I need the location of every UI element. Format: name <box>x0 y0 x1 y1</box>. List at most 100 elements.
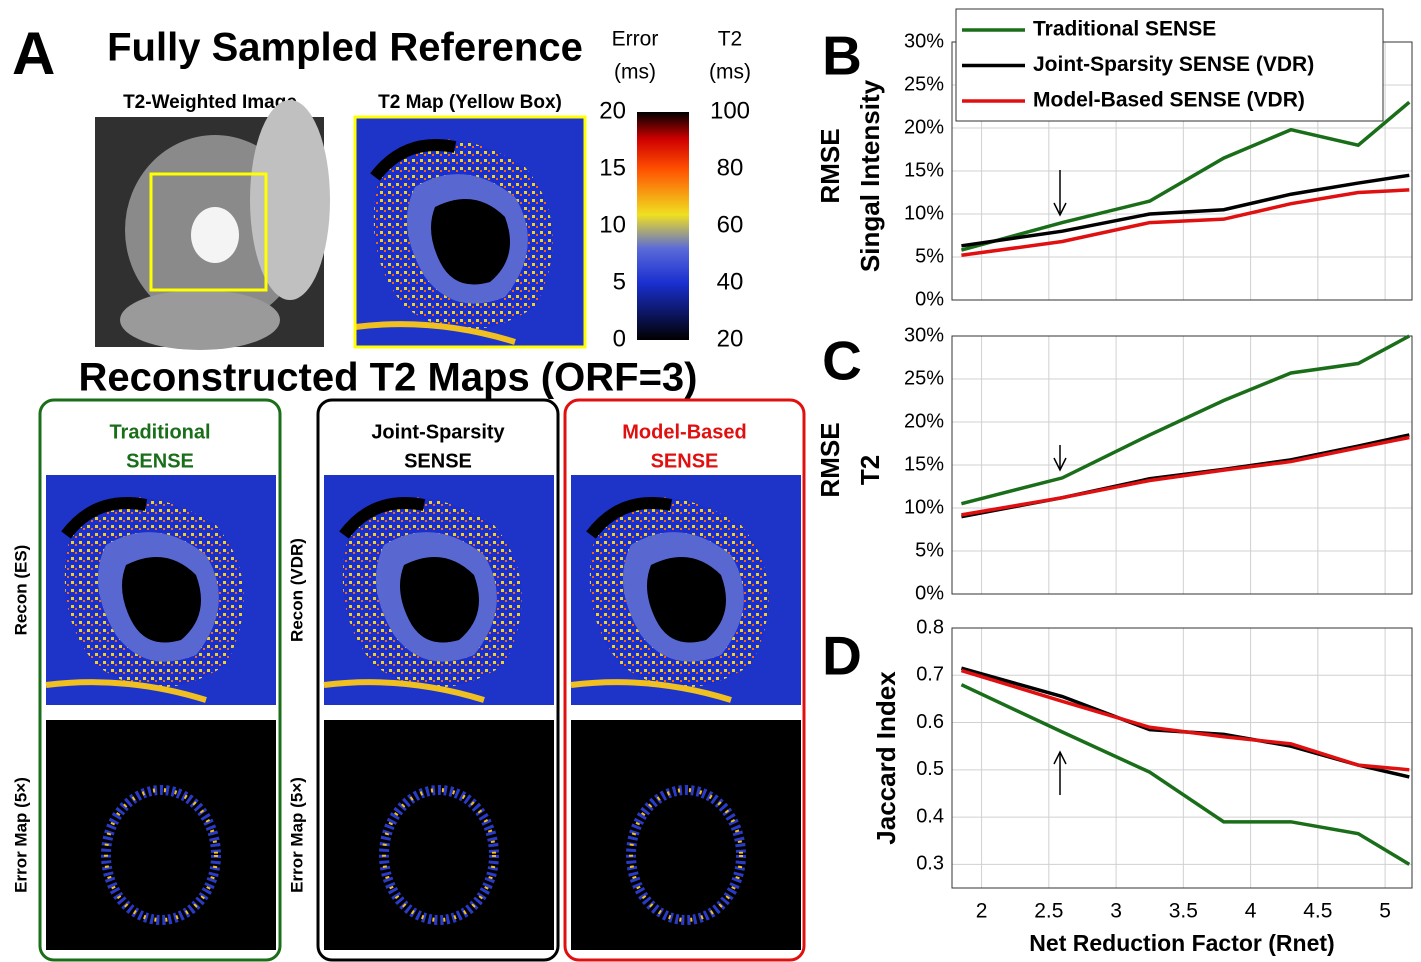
column-frame <box>563 398 806 962</box>
colorbar-tick-label: 0 <box>613 325 626 352</box>
y-tick-label: 0.6 <box>916 711 944 733</box>
panel-title: Fully Sampled Reference <box>107 26 583 70</box>
y-tick-label: 0.8 <box>916 616 944 638</box>
y-axis-label: T2 <box>855 455 885 485</box>
colorbar-tick-label: 10 <box>599 211 626 238</box>
error-map <box>571 720 801 950</box>
row-label: Error Map (5×) <box>11 777 30 893</box>
colorbar-tick-label: 100 <box>710 97 750 124</box>
column-frame <box>316 398 560 962</box>
column-frame <box>38 398 282 962</box>
section-title: Reconstructed T2 Maps (ORF=3) <box>78 356 697 400</box>
image-label: T2 Map (Yellow Box) <box>378 92 562 113</box>
plot-frame <box>951 627 1413 889</box>
row-label: Recon (ES) <box>11 545 30 636</box>
colorbar <box>637 112 689 340</box>
map-image <box>46 720 276 950</box>
x-tick-label: 2.5 <box>1034 900 1063 923</box>
recon-map <box>46 475 276 705</box>
colorbar-label: (ms) <box>709 61 751 84</box>
row-label: Error Map (5×) <box>287 777 306 893</box>
column-title: Joint-Sparsity <box>371 421 505 443</box>
x-tick-label: 3 <box>1110 900 1122 923</box>
arrow-head <box>1053 750 1067 765</box>
legend-box <box>955 8 1384 122</box>
series-line <box>961 188 1410 258</box>
series-line <box>960 668 1410 772</box>
y-axis-label: RMSE <box>815 422 845 497</box>
map-image <box>571 475 801 705</box>
y-tick-label: 20% <box>904 410 944 432</box>
t2-map-image <box>355 117 585 347</box>
map-image <box>324 720 554 950</box>
colorbar-tick-label: 60 <box>717 211 744 238</box>
x-tick-label: 3.5 <box>1169 900 1198 923</box>
error-map <box>324 720 554 950</box>
x-tick-label: 2 <box>976 900 988 923</box>
recon-map <box>324 475 554 705</box>
y-tick-label: 5% <box>915 245 944 267</box>
y-tick-label: 30% <box>904 30 944 52</box>
x-tick-label: 5 <box>1379 900 1391 923</box>
column-title: SENSE <box>651 450 719 472</box>
series-line <box>961 173 1410 248</box>
panel-letter: C <box>822 330 862 392</box>
y-axis-label: Singal Intensity <box>855 79 885 272</box>
colorbar-tick-label: 5 <box>613 268 626 295</box>
column-title: SENSE <box>126 450 194 472</box>
y-axis-label: RMSE <box>815 128 845 203</box>
y-tick-label: 15% <box>904 159 944 181</box>
series-line <box>960 683 1411 866</box>
y-tick-label: 5% <box>915 539 944 561</box>
series-line <box>960 100 1411 252</box>
plot-area <box>952 628 1412 888</box>
y-tick-label: 10% <box>904 202 944 224</box>
y-tick-label: 25% <box>904 73 944 95</box>
map-image <box>324 475 554 705</box>
y-tick-label: 0.7 <box>916 664 944 686</box>
y-tick-label: 0.4 <box>916 805 944 827</box>
y-tick-label: 30% <box>904 324 944 346</box>
map-image <box>46 475 276 705</box>
recon-map <box>571 475 801 705</box>
error-map <box>46 720 276 950</box>
colorbar-label: Error <box>612 28 659 51</box>
colorbar-tick-label: 15 <box>599 154 626 181</box>
colorbar-label: T2 <box>718 28 743 51</box>
panel-letter: B <box>822 25 862 87</box>
column-title: Traditional <box>109 421 210 443</box>
row-label: Recon (VDR) <box>287 538 306 642</box>
column-title: Model-Based <box>622 421 746 443</box>
panel-letter: A <box>12 20 55 87</box>
y-tick-label: 0% <box>915 288 944 310</box>
colorbar-tick-label: 20 <box>717 325 744 352</box>
y-tick-label: 0.3 <box>916 853 944 875</box>
t2-weighted-image <box>95 100 330 350</box>
arrow-head <box>1053 202 1067 217</box>
colorbar-tick-label: 20 <box>599 97 626 124</box>
map-image <box>571 720 801 950</box>
image-label: T2-Weighted Image <box>123 92 297 113</box>
legend-label: Model-Based SENSE (VDR) <box>1033 89 1305 112</box>
x-tick-label: 4.5 <box>1303 900 1332 923</box>
y-tick-label: 0% <box>915 582 944 604</box>
colorbar-tick-label: 80 <box>717 154 744 181</box>
series-line <box>960 334 1411 506</box>
y-tick-label: 25% <box>904 367 944 389</box>
legend-label: Joint-Sparsity SENSE (VDR) <box>1033 53 1314 76</box>
column-title: SENSE <box>404 450 472 472</box>
series-line <box>961 435 1410 517</box>
arrow-head <box>1053 457 1067 472</box>
y-axis-label: Jaccard Index <box>871 671 901 845</box>
colorbar-label: (ms) <box>614 61 656 84</box>
panel-letter: D <box>822 625 862 687</box>
x-axis-label: Net Reduction Factor (Rnet) <box>1029 930 1334 956</box>
legend-label: Traditional SENSE <box>1033 18 1216 41</box>
y-tick-label: 10% <box>904 496 944 518</box>
x-tick-label: 4 <box>1245 900 1257 923</box>
y-tick-label: 15% <box>904 453 944 475</box>
y-tick-label: 0.5 <box>916 758 944 780</box>
colorbar-tick-label: 40 <box>717 268 744 295</box>
